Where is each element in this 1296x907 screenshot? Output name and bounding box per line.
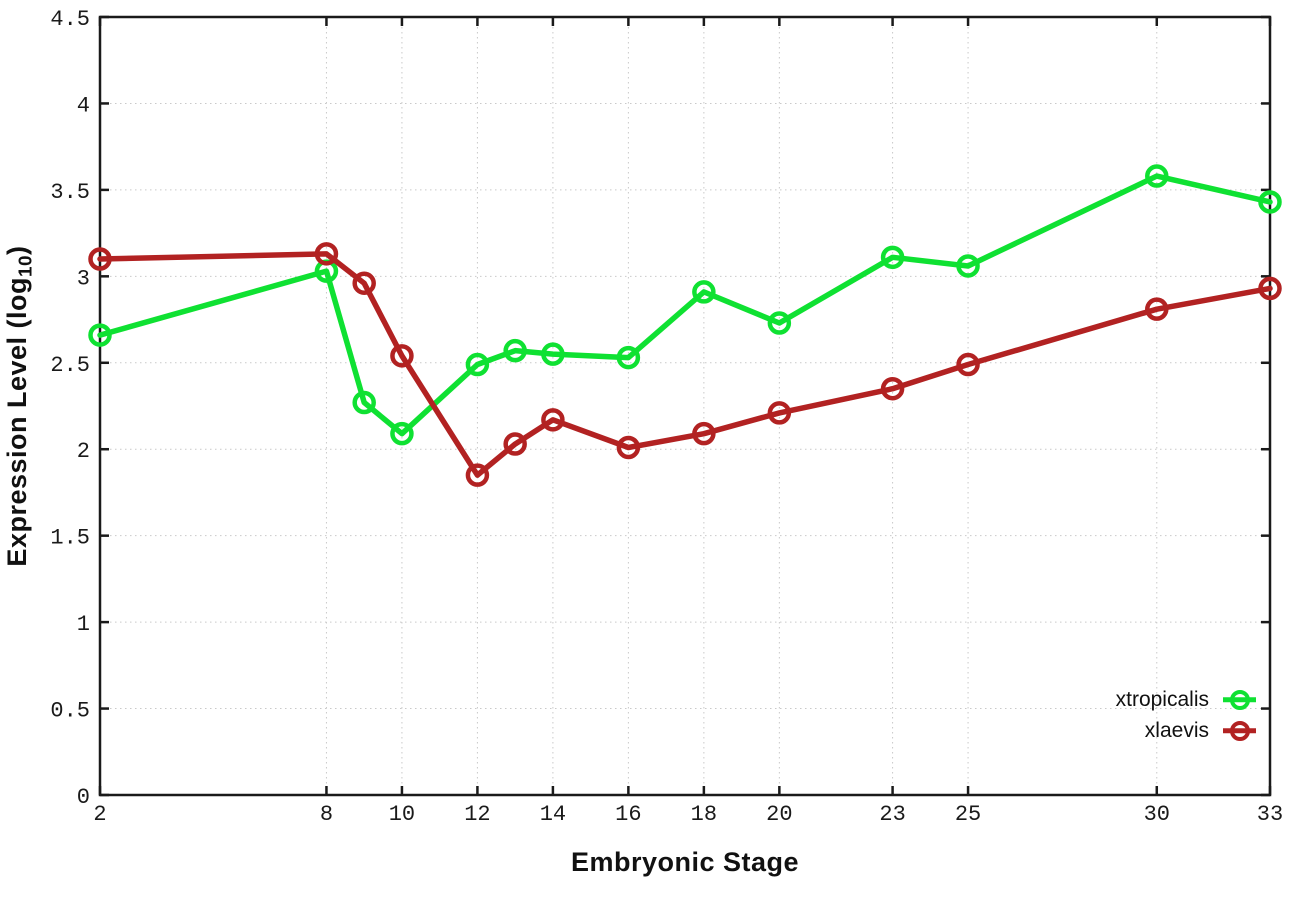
legend-circle-marker-icon (1229, 689, 1250, 710)
series-xlaevis-data-point-marker (692, 421, 716, 446)
series-xlaevis-data-point-marker (314, 242, 339, 266)
y-axis-title-text: Expression Level (log (2, 276, 32, 567)
y-axis-title-close: ) (2, 245, 32, 255)
y-tick-label: 3 (77, 266, 90, 291)
x-tick-label: 18 (691, 802, 717, 827)
series-xtropicalis-data-point-marker (541, 342, 565, 366)
series-xlaevis-data-point-marker (767, 401, 792, 425)
legend: xtropicalis xlaevis (1116, 684, 1256, 746)
series-xlaevis-line (97, 251, 1273, 478)
x-tick-label: 30 (1144, 802, 1170, 827)
legend-marker-icon (1223, 688, 1256, 712)
x-tick-label: 2 (93, 802, 106, 827)
x-tick-label: 25 (955, 802, 981, 827)
y-tick-label: 1 (77, 612, 90, 637)
legend-marker-icon (1223, 719, 1256, 743)
x-tick-label: 33 (1257, 802, 1283, 827)
legend-item-xlaevis: xlaevis (1116, 715, 1256, 746)
legend-circle-marker-icon (1229, 720, 1250, 741)
y-axis-title: Expression Level (log10) (2, 0, 37, 812)
series-xtropicalis-line (97, 173, 1273, 437)
x-tick-label: 8 (320, 802, 333, 827)
y-tick-label: 4.5 (50, 7, 90, 32)
series-xtropicalis-data-point-marker (767, 311, 792, 335)
y-tick-label: 0.5 (50, 699, 90, 724)
x-tick-label: 16 (615, 802, 641, 827)
series-xtropicalis-data-point-marker (692, 280, 716, 304)
series-xtropicalis-data-point-marker (390, 421, 414, 446)
x-tick-label: 23 (879, 802, 905, 827)
y-tick-label: 1.5 (50, 526, 90, 551)
x-axis-title: Embryonic Stage (570, 847, 800, 877)
series-xlaevis-data-point-marker (503, 432, 527, 456)
series-xlaevis-data-point-marker (88, 247, 112, 271)
y-tick-label: 2 (77, 439, 90, 464)
series-xtropicalis-data-point-marker (616, 345, 641, 370)
y-tick-label: 4 (77, 93, 90, 118)
legend-item-xtropicalis: xtropicalis (1116, 684, 1256, 715)
series-xlaevis-data-point-marker (465, 463, 490, 487)
series-xtropicalis-data-point-marker (1258, 190, 1282, 214)
series-xtropicalis-data-point-marker (88, 323, 112, 347)
legend-label: xlaevis (1144, 718, 1209, 742)
y-tick-label: 3.5 (50, 180, 90, 205)
series-xtropicalis-data-point-marker (880, 245, 905, 270)
series-xtropicalis-data-point-marker (503, 338, 527, 363)
x-tick-label: 10 (389, 802, 415, 827)
x-tick-label: 12 (464, 802, 490, 827)
series-xlaevis-data-point-marker (616, 435, 641, 460)
x-tick-label: 14 (540, 802, 566, 827)
series-xtropicalis-data-point-marker (1145, 164, 1169, 188)
plot-border (98, 15, 1272, 797)
series-xtropicalis-data-point-marker (465, 352, 490, 377)
series-xtropicalis-data-point-marker (352, 390, 376, 415)
x-tick-label: 20 (766, 802, 792, 827)
series-xlaevis-data-point-marker (880, 376, 905, 401)
series-xlaevis-data-point-marker (956, 352, 980, 377)
series-xlaevis-data-point-marker (390, 344, 414, 368)
series-xlaevis-data-point-marker (1258, 276, 1282, 301)
series-xlaevis-data-point-marker (1145, 297, 1169, 321)
series-xlaevis-data-point-marker (352, 271, 376, 295)
series-xtropicalis-data-point-marker (956, 254, 980, 278)
y-axis-title-subscript: 10 (15, 254, 37, 277)
legend-label: xtropicalis (1115, 687, 1209, 711)
y-tick-label: 2.5 (50, 353, 90, 378)
y-tick-label: 0 (77, 785, 90, 810)
series-xlaevis-data-point-marker (541, 408, 565, 432)
